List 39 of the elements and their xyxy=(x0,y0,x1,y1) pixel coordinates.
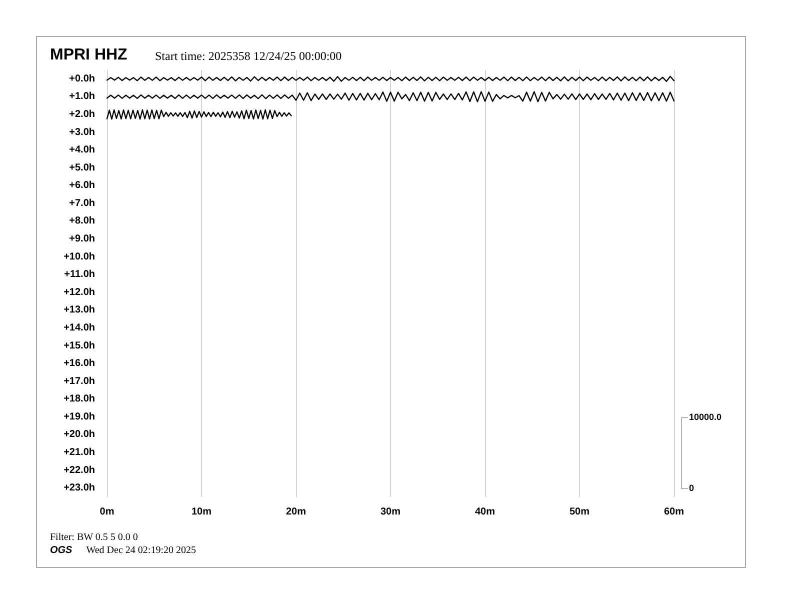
y-tick-label: +8.0h xyxy=(69,216,95,227)
y-tick-label: +9.0h xyxy=(69,234,95,245)
line-series xyxy=(106,109,292,120)
y-tick-label: +3.0h xyxy=(69,126,95,138)
y-tick-label: +17.0h xyxy=(64,376,95,387)
y-tick-label: +6.0h xyxy=(69,180,95,192)
x-tick-label: 10m xyxy=(191,506,212,518)
y-tick-label: +23.0h xyxy=(64,482,95,494)
x-tick-label: 0m xyxy=(100,506,114,518)
text: Wed Dec 24 02:19:20 2025 xyxy=(86,544,196,557)
y-tick-label: +5.0h xyxy=(69,162,95,174)
y-tick-label: +10.0h xyxy=(64,251,95,262)
chart-subtitle: Start time: 2025358 12/24/25 00:00:00 xyxy=(155,49,342,63)
y-tick-label: +7.0h xyxy=(69,198,95,209)
y2-tick-label: 0 xyxy=(689,483,694,494)
y-tick-label: +19.0h xyxy=(64,411,95,422)
y-tick-label: +12.0h xyxy=(64,286,95,298)
text: OGS xyxy=(50,544,72,557)
y-tick-label: +1.0h xyxy=(69,91,95,102)
line-series xyxy=(106,91,675,102)
y-tick-label: +14.0h xyxy=(64,322,95,334)
y-tick-label: +22.0h xyxy=(64,464,95,476)
y-tick-label: +4.0h xyxy=(69,144,95,156)
chart-title: MPRI HHZ xyxy=(50,46,128,64)
y-tick-label: +13.0h xyxy=(64,304,95,316)
x-tick-label: 60m xyxy=(664,506,684,518)
x-tick-label: 50m xyxy=(569,506,590,518)
text: Filter: BW 0.5 5 0.0 0 xyxy=(50,531,139,544)
y-tick-label: +2.0h xyxy=(69,108,95,120)
y-tick-label: +15.0h xyxy=(64,340,95,352)
x-tick-label: 40m xyxy=(474,506,496,518)
x-tick-label: 30m xyxy=(380,506,401,518)
y-tick-label: +11.0h xyxy=(64,269,95,280)
x-tick-label: 20m xyxy=(286,506,306,518)
y-tick-label: +21.0h xyxy=(64,447,95,458)
y-tick-label: +0.0h xyxy=(69,73,95,84)
y-tick-label: +20.0h xyxy=(64,429,95,440)
y-tick-label: +18.0h xyxy=(64,394,95,405)
y-tick-label: +16.0h xyxy=(64,358,95,370)
